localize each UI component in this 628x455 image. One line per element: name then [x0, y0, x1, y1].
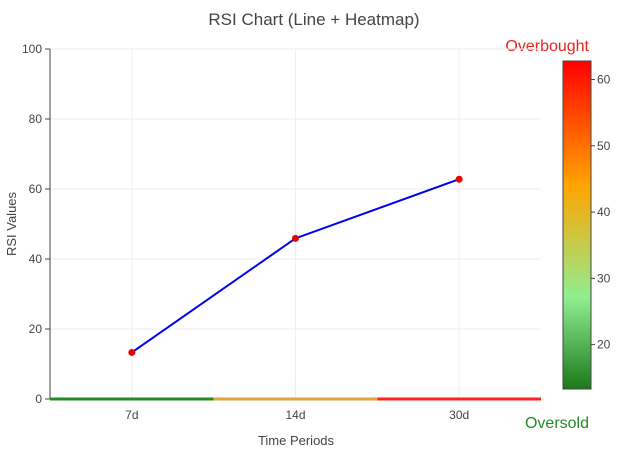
- colorbar-tick-label: 40: [597, 205, 611, 219]
- overbought-annotation: Overbought: [505, 38, 589, 55]
- x-axis-label: Time Periods: [258, 433, 335, 448]
- heatmap-cell: [377, 397, 541, 401]
- heatmap-cell: [50, 397, 214, 401]
- colorbar-tick-label: 20: [597, 338, 611, 352]
- x-tick-label: 7d: [125, 408, 138, 422]
- heatmap-cell: [213, 397, 378, 401]
- colorbar-tick-label: 30: [597, 271, 611, 285]
- y-tick-label: 0: [35, 392, 42, 406]
- rsi-point: [292, 234, 299, 242]
- y-tick-label: 100: [22, 42, 42, 56]
- y-tick-label: 60: [29, 182, 43, 196]
- colorbar-tick-label: 60: [597, 73, 611, 87]
- rsi-point: [128, 348, 136, 356]
- colorbar-rect: [562, 60, 592, 390]
- x-tick-label: 30d: [449, 408, 469, 422]
- plot-area: 0 20 40 60 80 100 7d 14d 30d: [22, 42, 541, 422]
- x-tick-label: 14d: [285, 408, 305, 422]
- colorbar-tick-label: 50: [597, 139, 611, 153]
- colorbar: 20 30 40 50 60: [562, 60, 611, 390]
- y-axis-label: RSI Values: [4, 191, 19, 256]
- y-tick-label: 80: [29, 112, 43, 126]
- y-tick-label: 40: [29, 252, 43, 266]
- oversold-annotation: Oversold: [525, 415, 589, 432]
- rsi-point: [455, 175, 463, 183]
- y-tick-label: 20: [29, 322, 43, 336]
- chart-title: RSI Chart (Line + Heatmap): [208, 10, 419, 29]
